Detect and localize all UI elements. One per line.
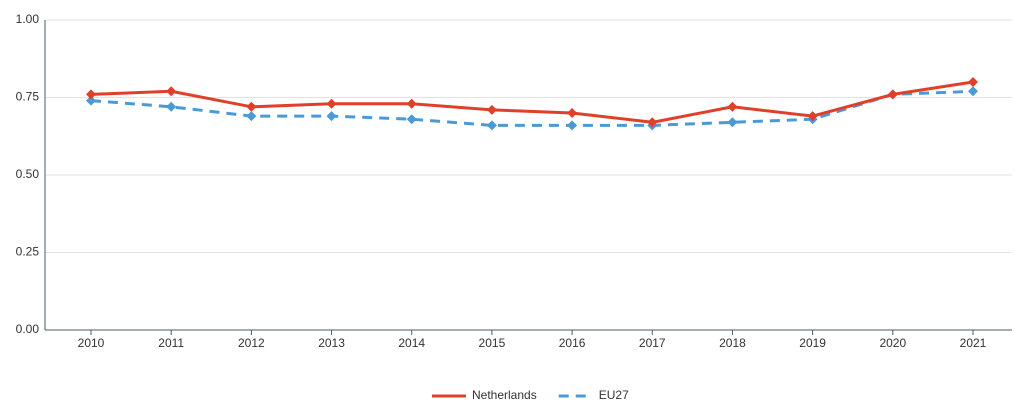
marker	[166, 86, 177, 97]
x-tick-label: 2019	[799, 336, 826, 350]
y-tick-label: 0.75	[16, 90, 40, 104]
marker	[567, 120, 578, 131]
marker	[486, 120, 497, 131]
marker	[968, 86, 978, 97]
x-tick-label: 2017	[639, 336, 666, 350]
marker	[246, 111, 257, 122]
marker	[86, 95, 96, 106]
marker	[166, 101, 177, 112]
marker	[406, 114, 417, 125]
x-tick-label: 2018	[719, 336, 746, 350]
x-tick-label: 2016	[559, 336, 586, 350]
marker	[727, 117, 738, 128]
marker	[406, 98, 417, 109]
marker	[246, 101, 257, 112]
x-tick-label: 2014	[398, 336, 425, 350]
x-tick-label: 2015	[479, 336, 506, 350]
marker	[486, 104, 497, 115]
series-line	[90, 80, 974, 124]
legend-label: EU27	[599, 388, 629, 402]
x-tick-label: 2010	[78, 336, 105, 350]
y-tick-label: 0.25	[16, 245, 40, 259]
y-tick-label: 1.00	[16, 12, 40, 26]
marker	[727, 101, 738, 112]
y-tick-label: 0.50	[16, 167, 40, 181]
marker	[968, 77, 978, 87]
x-tick-label: 2013	[318, 336, 345, 350]
marker	[887, 89, 898, 100]
marker	[86, 89, 96, 100]
marker	[647, 117, 658, 128]
marker	[326, 98, 337, 109]
marker	[326, 111, 337, 122]
legend-label: Netherlands	[472, 388, 537, 402]
x-tick-label: 2011	[158, 336, 184, 350]
y-tick-label: 0.00	[16, 322, 40, 336]
series-line	[90, 89, 974, 127]
x-tick-label: 2020	[879, 336, 906, 350]
marker	[567, 108, 578, 118]
marker	[807, 111, 818, 122]
x-tick-label: 2021	[960, 336, 987, 350]
x-tick-label: 2012	[238, 336, 265, 350]
